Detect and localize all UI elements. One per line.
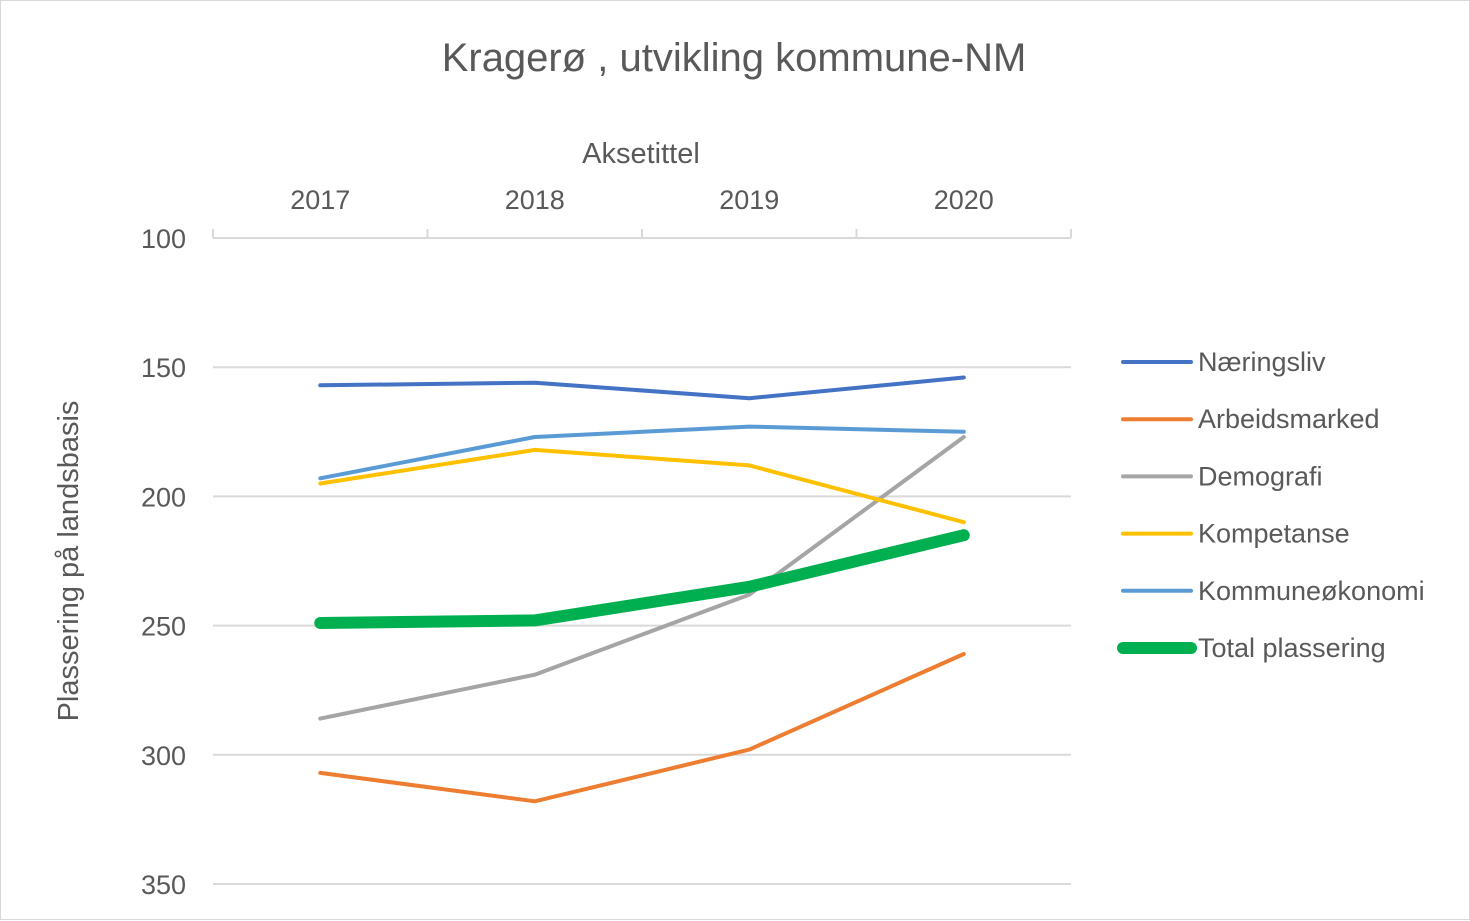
series-line-1 — [318, 652, 966, 804]
series-line-5 — [314, 529, 970, 629]
series-line-2 — [318, 435, 966, 721]
y-tick-label: 100 — [141, 224, 186, 254]
y-tick-label: 250 — [141, 612, 186, 642]
chart-title: Kragerø , utvikling kommune-NM — [442, 36, 1027, 80]
y-tick-label: 300 — [141, 741, 186, 771]
y-tick-label: 350 — [141, 870, 186, 900]
x-axis-title: Aksetittel — [582, 138, 700, 170]
legend-label: Arbeidsmarked — [1198, 404, 1380, 434]
x-tick-label: 2018 — [505, 185, 565, 215]
legend-label: Kommuneøkonomi — [1198, 576, 1425, 606]
x-axis: 100 150 200 250 300 350 2017 2018 2019 2020 — [141, 185, 1072, 900]
series-line-3 — [318, 447, 966, 525]
x-tick-label: 2017 — [290, 185, 350, 215]
y-axis-title: Plassering på landsbasis — [53, 401, 85, 722]
legend: Næringsliv Arbeidsmarked Demografi Kompetan… — [1117, 347, 1425, 663]
legend-label: Total plassering — [1198, 633, 1386, 663]
series-line-0 — [318, 375, 966, 401]
legend-label: Næringsliv — [1198, 347, 1326, 377]
series-line-4 — [318, 424, 966, 481]
x-tick-label: 2019 — [719, 185, 779, 215]
series-lines — [314, 375, 970, 804]
y-tick-label: 200 — [141, 482, 186, 512]
legend-label: Demografi — [1198, 461, 1323, 491]
legend-label: Kompetanse — [1198, 519, 1350, 549]
x-tick-label: 2020 — [934, 185, 994, 215]
y-tick-label: 150 — [141, 353, 186, 383]
